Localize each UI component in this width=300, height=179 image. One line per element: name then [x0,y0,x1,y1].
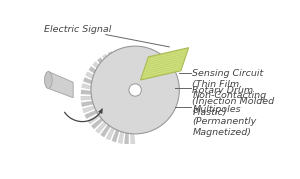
Wedge shape [132,49,137,63]
Wedge shape [88,113,101,124]
Wedge shape [81,96,95,100]
Wedge shape [91,117,104,129]
Wedge shape [112,128,120,142]
Wedge shape [127,49,131,62]
Wedge shape [81,90,95,95]
Wedge shape [124,130,129,144]
Wedge shape [106,126,116,140]
Wedge shape [86,72,100,81]
Wedge shape [82,105,97,113]
Ellipse shape [129,84,141,96]
Polygon shape [141,48,189,80]
Ellipse shape [91,46,179,134]
Wedge shape [103,54,113,68]
Wedge shape [108,52,117,66]
Text: Electric Signal: Electric Signal [44,25,111,34]
Text: Sensing Circuit
(Thin Film,
Non-Contacting: Sensing Circuit (Thin Film, Non-Contacti… [193,69,267,100]
Wedge shape [83,78,98,86]
Wedge shape [130,130,135,144]
Polygon shape [99,109,102,113]
Wedge shape [97,58,109,71]
Wedge shape [82,84,96,90]
Wedge shape [96,121,108,133]
Polygon shape [48,72,73,98]
Text: Multipoles
(Permanently
Magnetized): Multipoles (Permanently Magnetized) [193,105,257,137]
Wedge shape [93,62,105,74]
Ellipse shape [44,72,52,88]
Wedge shape [89,66,102,78]
Wedge shape [114,50,121,64]
Wedge shape [120,49,126,63]
Wedge shape [85,109,99,119]
Text: Rotary Drum
(Injection Molded
Plastic): Rotary Drum (Injection Molded Plastic) [193,86,274,117]
Wedge shape [81,101,96,107]
Wedge shape [118,129,124,143]
Wedge shape [100,124,111,137]
